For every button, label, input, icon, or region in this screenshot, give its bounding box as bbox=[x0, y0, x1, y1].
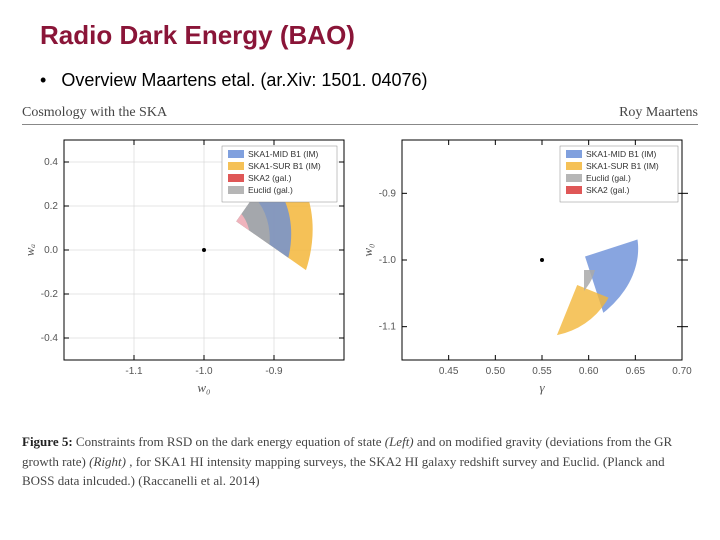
svg-text:-0.9: -0.9 bbox=[379, 188, 397, 199]
svg-text:-1.1: -1.1 bbox=[379, 322, 397, 333]
svg-text:SKA1-MID B1 (IM): SKA1-MID B1 (IM) bbox=[586, 149, 657, 159]
right-chart-svg: 0.45 0.50 0.55 0.60 0.65 0.70 -1.1 -1.0 -0.9 γ w₀ S… bbox=[360, 130, 698, 410]
svg-text:SKA2 (gal.): SKA2 (gal.) bbox=[586, 185, 630, 195]
svg-text:γ: γ bbox=[539, 380, 545, 395]
svg-text:-0.9: -0.9 bbox=[265, 366, 283, 377]
right-panel: 0.45 0.50 0.55 0.60 0.65 0.70 -1.1 -1.0 -0.9 γ w₀ S… bbox=[360, 130, 698, 415]
svg-text:w₀: w₀ bbox=[197, 380, 210, 395]
figure-area: -1.1 -1.0 -0.9 -0.4 -0.2 0.0 0.2 0.4 w₀ wₐ SKA1-MI… bbox=[22, 130, 698, 420]
svg-text:0.60: 0.60 bbox=[579, 366, 599, 377]
svg-text:Euclid (gal.): Euclid (gal.) bbox=[248, 185, 293, 195]
svg-text:-1.1: -1.1 bbox=[125, 366, 143, 377]
svg-text:-1.0: -1.0 bbox=[195, 366, 213, 377]
slide-title: Radio Dark Energy (BAO) bbox=[40, 20, 355, 51]
svg-text:wₐ: wₐ bbox=[22, 244, 37, 257]
paper-header-right: Roy Maartens bbox=[619, 105, 698, 121]
bullet-icon: • bbox=[40, 70, 46, 91]
svg-text:0.45: 0.45 bbox=[439, 366, 459, 377]
svg-text:0.70: 0.70 bbox=[672, 366, 692, 377]
svg-text:SKA1-MID B1 (IM): SKA1-MID B1 (IM) bbox=[248, 149, 319, 159]
left-panel: -1.1 -1.0 -0.9 -0.4 -0.2 0.0 0.2 0.4 w₀ wₐ SKA1-MI… bbox=[22, 130, 360, 415]
svg-text:0.55: 0.55 bbox=[532, 366, 552, 377]
svg-text:0.0: 0.0 bbox=[44, 245, 58, 256]
bullet-line: • Overview Maartens etal. (ar.Xiv: 1501.… bbox=[40, 70, 428, 91]
svg-text:-0.4: -0.4 bbox=[41, 333, 59, 344]
paper-header: Cosmology with the SKA Roy Maartens bbox=[22, 105, 698, 125]
svg-text:-1.0: -1.0 bbox=[379, 255, 397, 266]
caption-right-word: (Right) bbox=[89, 454, 126, 469]
caption-lead: Figure 5: bbox=[22, 434, 73, 449]
svg-text:SKA2 (gal.): SKA2 (gal.) bbox=[248, 173, 292, 183]
svg-text:w₀: w₀ bbox=[360, 243, 375, 256]
paper-header-left: Cosmology with the SKA bbox=[22, 105, 167, 121]
svg-text:0.50: 0.50 bbox=[486, 366, 506, 377]
bullet-text: Overview Maartens etal. (ar.Xiv: 1501. 0… bbox=[61, 70, 427, 90]
svg-text:Euclid (gal.): Euclid (gal.) bbox=[586, 173, 631, 183]
caption-left-word: (Left) bbox=[385, 434, 414, 449]
svg-text:SKA1-SUR B1 (IM): SKA1-SUR B1 (IM) bbox=[586, 161, 659, 171]
svg-text:0.65: 0.65 bbox=[626, 366, 646, 377]
caption-a: Constraints from RSD on the dark energy … bbox=[76, 434, 385, 449]
svg-text:0.2: 0.2 bbox=[44, 201, 58, 212]
figure-caption: Figure 5: Constraints from RSD on the da… bbox=[22, 432, 698, 491]
svg-text:0.4: 0.4 bbox=[44, 157, 58, 168]
svg-text:SKA1-SUR B1 (IM): SKA1-SUR B1 (IM) bbox=[248, 161, 321, 171]
svg-text:-0.2: -0.2 bbox=[41, 289, 59, 300]
left-chart-svg: -1.1 -1.0 -0.9 -0.4 -0.2 0.0 0.2 0.4 w₀ wₐ SKA1-MI… bbox=[22, 130, 360, 410]
